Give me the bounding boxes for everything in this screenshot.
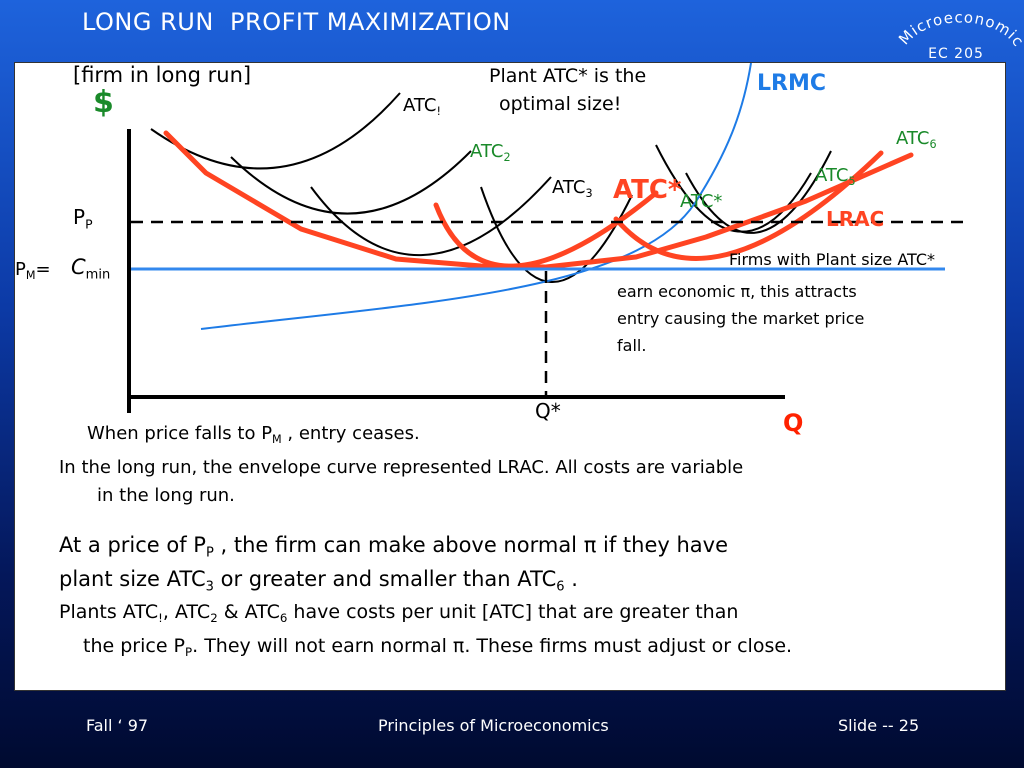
badge-bottom-text: EC 205 <box>928 46 984 62</box>
cost-curve-figure <box>127 63 965 413</box>
entry-ceases-text: When price falls to PM , entry ceases. <box>87 423 420 446</box>
cmin-label: Cmin <box>71 255 111 283</box>
slide-title: LONG RUN PROFIT MAXIMIZATION <box>82 8 511 36</box>
atc1-label: ATC! <box>403 95 441 118</box>
course-badge: Microeconomics EC 205 <box>888 0 1024 62</box>
pm-label: PM= <box>15 259 51 282</box>
slide-content-panel: [firm in long run] $ ATC! Plant ATC* is … <box>14 62 1006 691</box>
atc3-curve <box>480 186 633 283</box>
note-firms-line1: Firms with Plant size ATC* <box>729 250 936 269</box>
x-axis-label: Q <box>783 409 804 437</box>
atc-star-red-label: ATC* <box>613 175 682 205</box>
y-axis-label: $ <box>93 85 114 120</box>
q-star-label: Q* <box>535 399 561 423</box>
atc5-curve <box>685 150 832 234</box>
atc5-label: ATC5 <box>815 165 856 188</box>
price-pp-line1: At a price of PP , the firm can make abo… <box>59 533 729 561</box>
footer-center: Principles of Microeconomics <box>378 716 609 735</box>
lrmc-label: LRMC <box>757 71 826 96</box>
figure-subtitle: [firm in long run] <box>73 63 252 87</box>
atc-curve-1b <box>230 150 472 215</box>
atc6-curve <box>613 150 884 261</box>
badge-top-text: Microeconomics <box>888 0 1024 50</box>
note-optimal-line1: Plant ATC* is the <box>489 65 647 87</box>
plants-line1: Plants ATC!, ATC2 & ATC6 have costs per … <box>59 601 739 626</box>
note-firms-line4: fall. <box>617 336 647 355</box>
price-pp-line2: plant size ATC3 or greater and smaller t… <box>59 567 578 595</box>
atc2-label: ATC2 <box>470 141 511 164</box>
atc-curve-4 <box>655 144 812 233</box>
long-run-line2: in the long run. <box>97 485 235 506</box>
footer-right: Slide -- 25 <box>838 716 920 735</box>
footer-left: Fall ‘ 97 <box>86 716 149 735</box>
long-run-line1: In the long run, the envelope curve repr… <box>59 457 744 478</box>
atc2-curve <box>310 176 552 257</box>
pp-label: PP <box>73 205 93 232</box>
atc-star-small-label: ATC* <box>680 191 723 212</box>
atc6-label: ATC6 <box>896 128 937 151</box>
lrac-curve <box>163 130 914 270</box>
note-firms-line3: entry causing the market price <box>617 309 865 328</box>
lrac-label: LRAC <box>826 207 885 231</box>
plants-line2: the price PP. They will not earn normal … <box>83 635 793 660</box>
note-firms-line2: earn economic π, this attracts <box>617 282 857 301</box>
atc3-label: ATC3 <box>552 177 593 200</box>
note-optimal-line2: optimal size! <box>499 93 622 115</box>
